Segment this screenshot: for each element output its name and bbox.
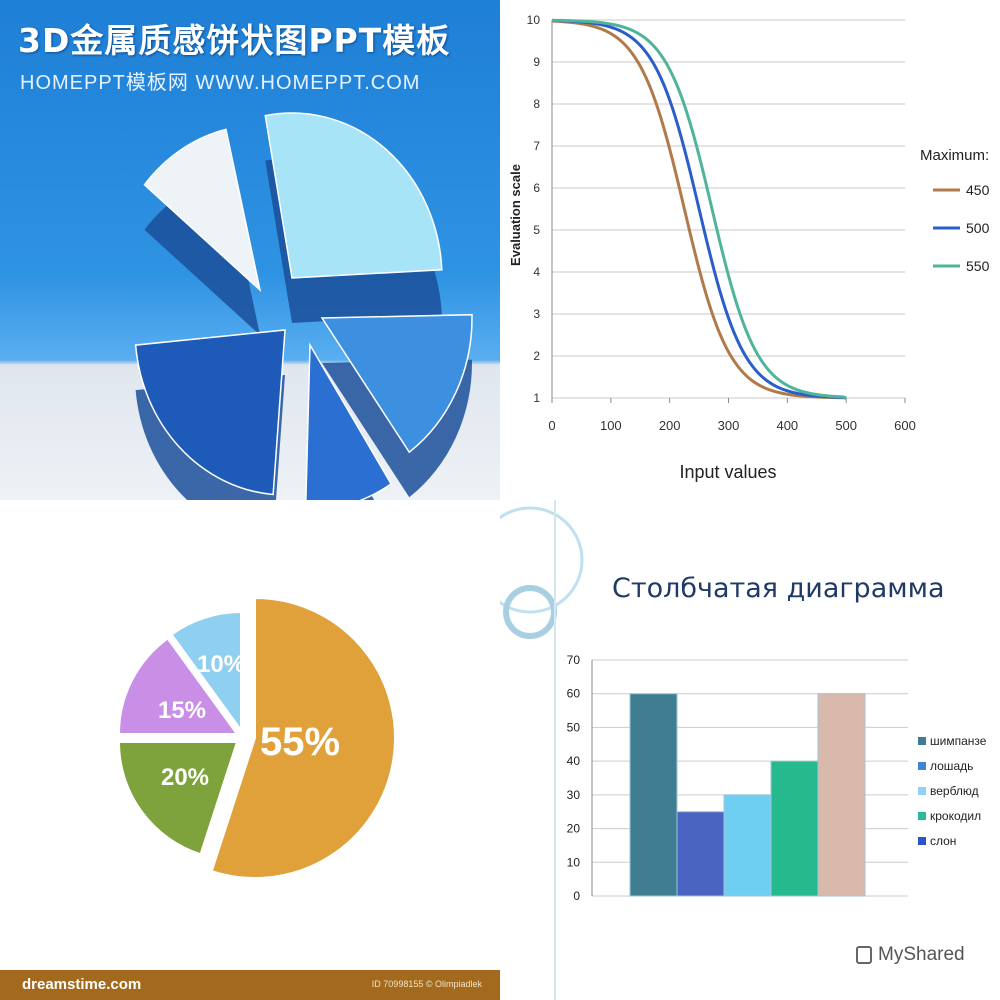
legend-label: слон <box>930 834 956 848</box>
y-tick-label: 6 <box>533 181 540 195</box>
bar <box>629 693 678 897</box>
dreamstime-footer: dreamstime.com ID 70998155 © Olimpiadlek <box>0 970 500 1000</box>
legend-swatch <box>918 812 926 820</box>
series-line-500 <box>551 19 847 400</box>
x-tick-label: 600 <box>894 418 916 433</box>
pie-slice-label: 15% <box>158 697 206 724</box>
legend-swatch <box>918 837 926 845</box>
y-tick-label: 2 <box>533 349 540 363</box>
pie-slice-label: 55% <box>260 720 340 764</box>
series-line-550 <box>551 18 847 400</box>
y-tick-label: 0 <box>573 889 580 903</box>
pie3d-slice <box>320 313 473 454</box>
y-tick-label: 50 <box>567 720 581 734</box>
legend-label: 500 <box>966 220 990 236</box>
legend-label: верблюд <box>930 784 979 798</box>
legend-label: лошадь <box>930 759 973 773</box>
x-tick-label: 400 <box>776 418 798 433</box>
dreamstime-brand: dreamstime.com <box>22 976 142 993</box>
y-tick-label: 60 <box>567 687 581 701</box>
pie-slice <box>210 596 396 879</box>
legend-title: Maximum: <box>920 147 989 164</box>
y-tick-label: 9 <box>533 55 540 69</box>
x-tick-label: 500 <box>835 418 857 433</box>
bar <box>676 811 725 897</box>
y-tick-label: 4 <box>533 265 540 279</box>
presentation-icon <box>856 946 872 964</box>
pie3d-slice <box>264 112 443 279</box>
x-tick-label: 100 <box>600 418 622 433</box>
ppt-template-panel: 3D金属质感饼状图PPT模板 HOMEPPT模板网 WWW.HOMEPPT.CO… <box>0 0 500 500</box>
y-tick-label: 70 <box>567 653 581 667</box>
y-tick-label: 10 <box>567 855 581 869</box>
pie-slice <box>117 741 239 856</box>
legend-label: 450 <box>966 182 990 198</box>
myshared-watermark: MyShared <box>878 944 965 965</box>
x-tick-label: 300 <box>718 418 740 433</box>
y-tick-label: 3 <box>533 307 540 321</box>
series-line-450 <box>551 19 847 400</box>
bar <box>723 794 772 897</box>
slide-decoration <box>500 500 584 1000</box>
ppt-title: 3D金属质感饼状图PPT模板 <box>18 21 451 60</box>
x-axis-label: Input values <box>679 462 776 482</box>
legend-swatch <box>918 737 926 745</box>
pie-chart: 55% 20% 15% 10% <box>117 596 396 879</box>
pie-slice-label: 20% <box>161 764 209 791</box>
legend-swatch <box>918 787 926 795</box>
line-chart-panel: 1 2 3 4 5 6 7 8 9 10 0 100 200 300 400 500 600 Input valu… <box>500 0 1000 500</box>
bar <box>817 693 866 897</box>
x-tick-label: 200 <box>659 418 681 433</box>
legend-label: 550 <box>966 258 990 274</box>
legend-label: крокодил <box>930 809 981 823</box>
y-tick-label: 10 <box>527 13 541 27</box>
bar <box>770 760 819 897</box>
pie-chart-panel: 55% 20% 15% 10% dreamstime.com ID 70998155 … <box>0 500 500 1000</box>
y-tick-label: 5 <box>533 223 540 237</box>
y-axis-label: Evaluation scale <box>508 164 523 266</box>
bar-chart-panel: Столбчатая диаграмма 0 10 20 30 40 50 60 70 шимп… <box>500 500 1000 1000</box>
legend-swatch <box>918 762 926 770</box>
pie-slice <box>117 637 239 735</box>
bar-chart: 0 10 20 30 40 50 60 70 шимпанзе лошадь верблюд крок… <box>567 653 987 903</box>
deco-ring-outer <box>500 506 584 614</box>
dreamstime-id: ID 70998155 © Olimpiadlek <box>371 979 482 989</box>
y-tick-label: 40 <box>567 754 581 768</box>
y-tick-label: 20 <box>567 822 581 836</box>
pie-3d-chart <box>134 112 473 500</box>
pie-slice <box>170 610 242 734</box>
y-tick-label: 8 <box>533 97 540 111</box>
ppt-subtitle: HOMEPPT模板网 WWW.HOMEPPT.COM <box>20 72 421 94</box>
pie3d-slice <box>305 342 393 500</box>
legend-label: шимпанзе <box>930 734 987 748</box>
pie3d-slice <box>134 329 286 496</box>
pie-slice-label: 10% <box>197 651 245 678</box>
y-tick-label: 1 <box>533 391 540 405</box>
slide-title: Столбчатая диаграмма <box>612 573 945 604</box>
y-tick-label: 30 <box>567 788 581 802</box>
x-tick-label: 0 <box>548 418 555 433</box>
y-tick-label: 7 <box>533 139 540 153</box>
pie3d-slice <box>143 128 262 293</box>
